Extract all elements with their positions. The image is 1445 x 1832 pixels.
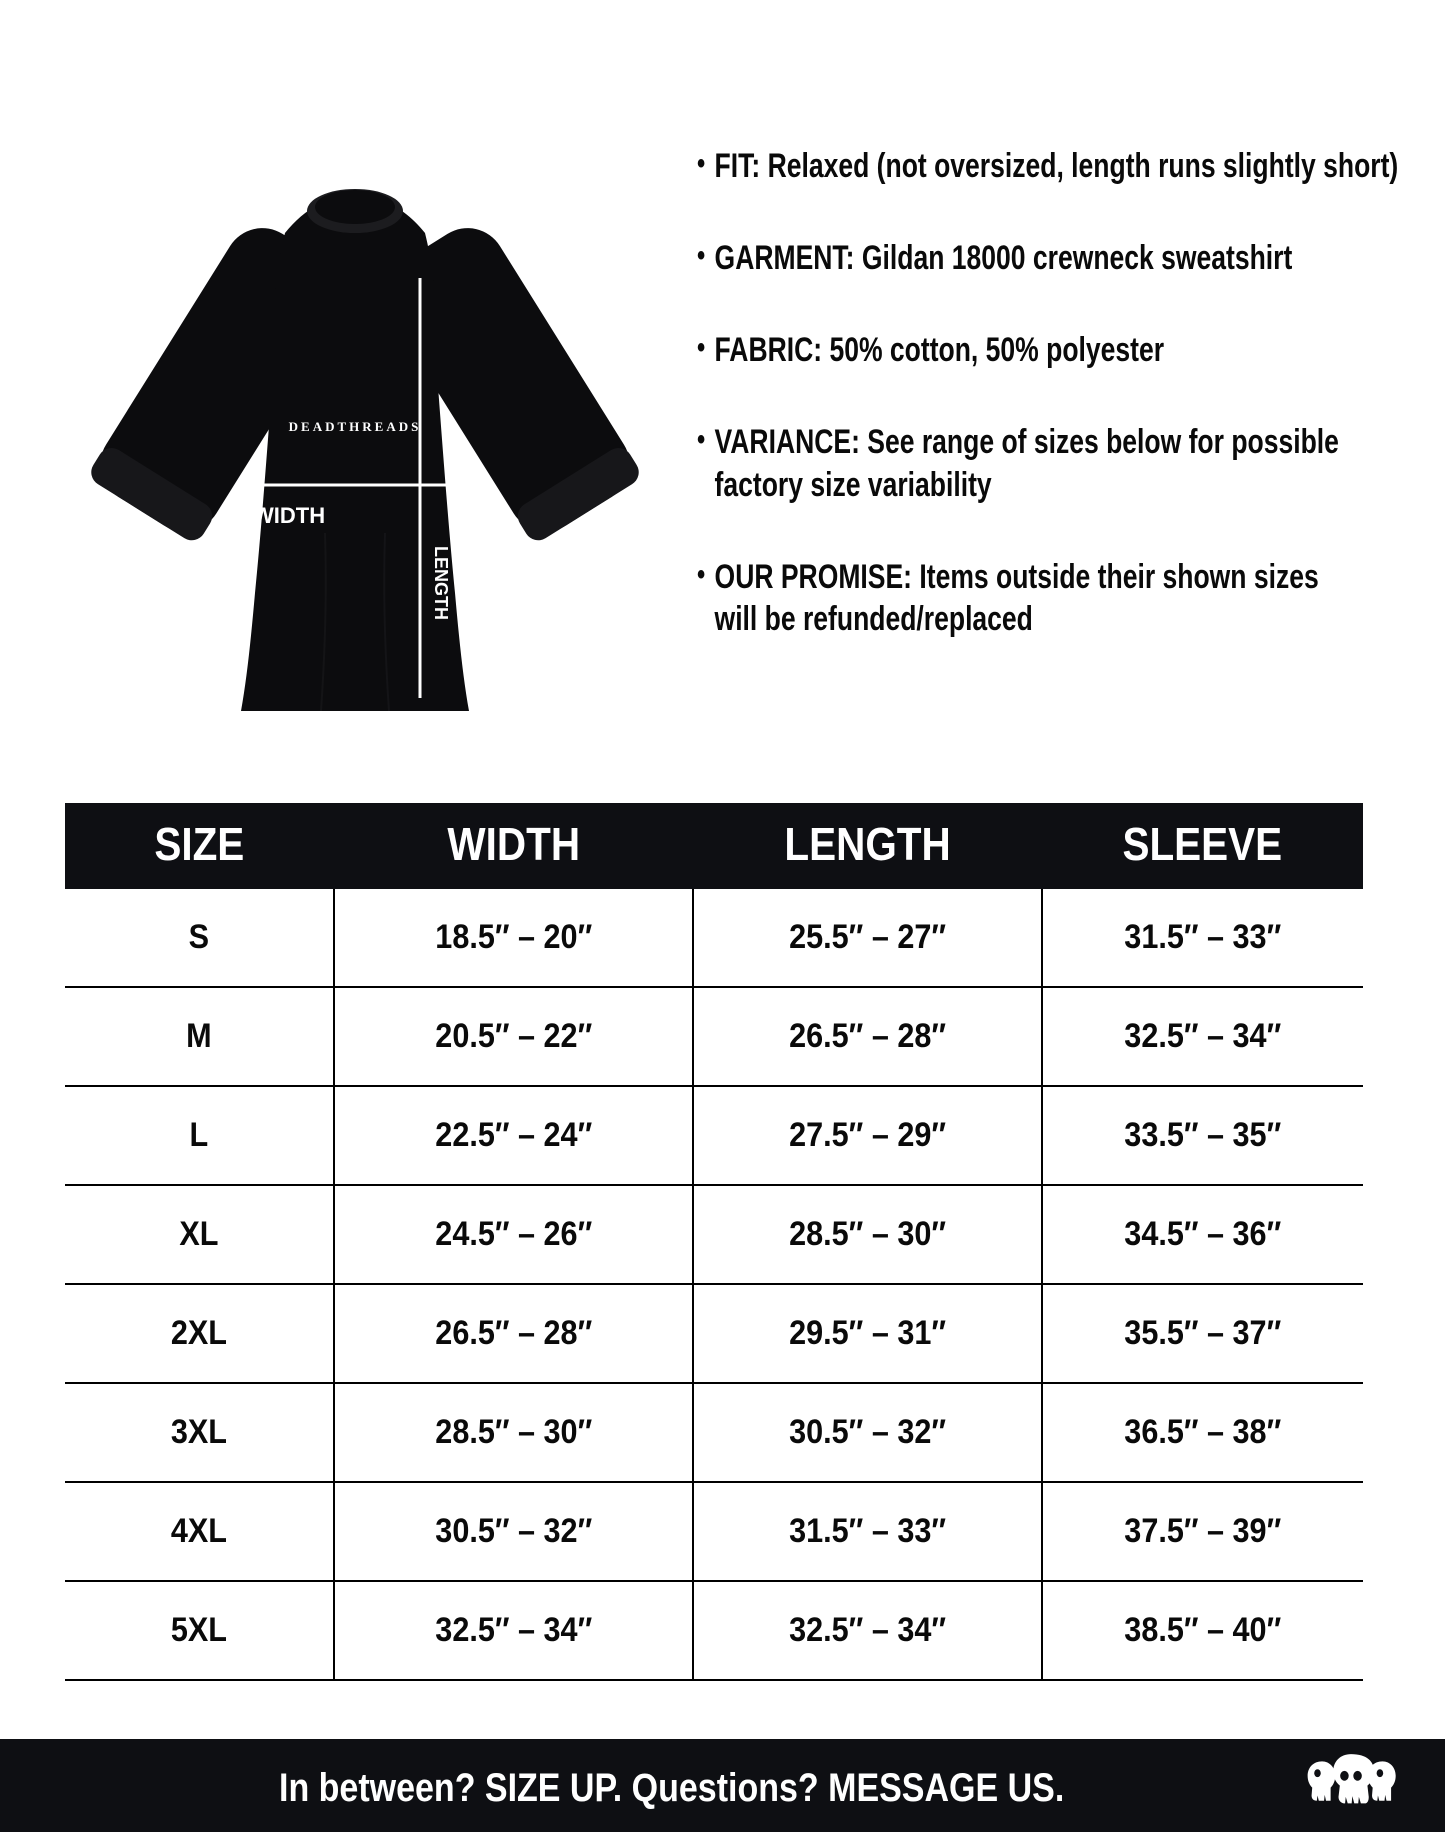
svg-text:DEADTHREADS: DEADTHREADS — [289, 419, 422, 434]
svg-text:WIDTH: WIDTH — [253, 503, 325, 528]
svg-text:LENGTH: LENGTH — [431, 546, 451, 620]
